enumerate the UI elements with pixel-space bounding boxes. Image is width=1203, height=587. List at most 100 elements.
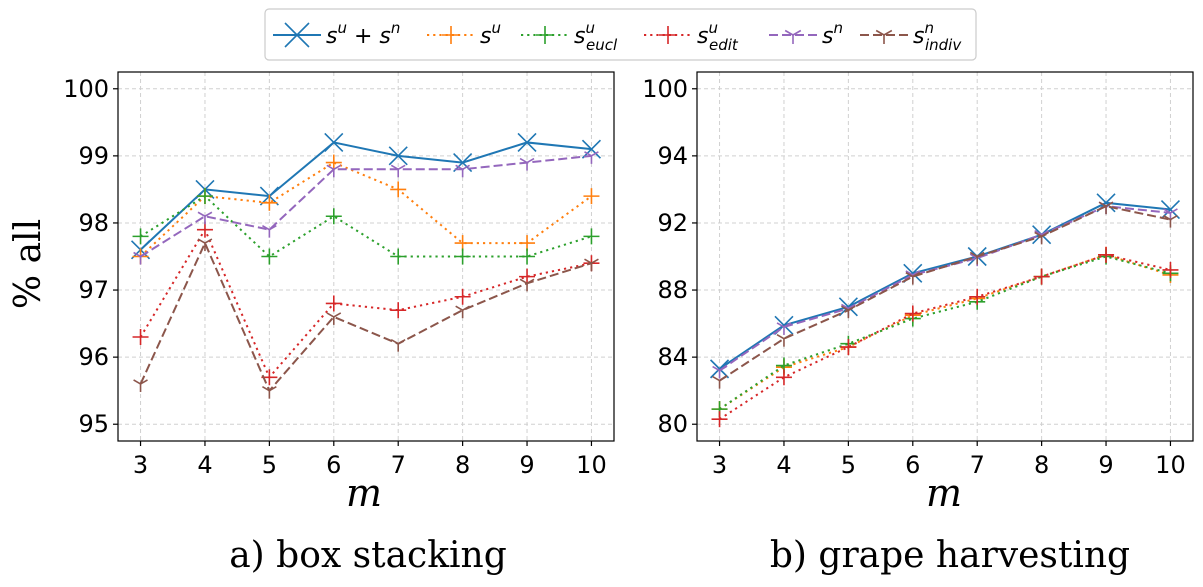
- data-point: [132, 329, 149, 346]
- data-point: [133, 379, 148, 392]
- y-tick-label: 96: [78, 343, 109, 371]
- panel-box-stacking: 3 4 5 6 7 8 9 10 95 96 97 98 99 100: [63, 71, 615, 479]
- series-line-sn_indiv: [719, 205, 1171, 382]
- data-point: [519, 248, 536, 265]
- x-tick-label: 3: [712, 451, 727, 479]
- legend-label-base: s: [480, 24, 491, 49]
- data-point: [390, 164, 406, 178]
- legend-label-base: s: [697, 24, 708, 49]
- data-point: [133, 251, 148, 265]
- y-tick-label: 95: [78, 410, 109, 438]
- data-point: [197, 238, 213, 252]
- legend-item-su_sn: su + sn: [273, 19, 400, 49]
- legend-marker: [784, 29, 802, 44]
- data-point: [776, 333, 792, 347]
- data-point: [388, 146, 408, 166]
- legend-marker: [659, 26, 677, 44]
- grid: [118, 72, 614, 441]
- legend-item-sn_indiv: sn indiv: [860, 19, 962, 54]
- series-line-sn: [718, 205, 1171, 372]
- legend: su + sn su su eucl su edit sn sn indiv: [264, 8, 977, 61]
- data-point: [324, 132, 344, 153]
- legend-marker: [284, 22, 310, 48]
- series-sn: [133, 151, 599, 265]
- legend-label: su edit: [697, 19, 739, 54]
- data-point: [583, 228, 600, 245]
- series-line-su_eucl: [140, 194, 592, 258]
- data-point: [519, 278, 535, 292]
- y-tick-label: 100: [642, 75, 688, 103]
- x-tick-label: 6: [326, 451, 341, 479]
- legend-marker: [442, 26, 460, 44]
- data-point: [841, 305, 856, 319]
- data-point: [454, 248, 471, 265]
- legend-item-su: su: [427, 19, 501, 49]
- data-point: [454, 235, 471, 252]
- series-sn_indiv: [133, 238, 599, 399]
- series-line-su_edit: [719, 253, 1171, 421]
- y-tick-label: 100: [63, 75, 109, 103]
- legend-marker: [875, 29, 893, 44]
- data-point: [517, 132, 537, 153]
- data-point: [776, 322, 792, 335]
- data-point: [1034, 231, 1049, 245]
- data-point: [455, 305, 470, 319]
- legend-label-sup: u: [585, 19, 595, 37]
- grid: [697, 72, 1193, 441]
- legend-label-base: s: [822, 24, 833, 49]
- legend-marker: [536, 26, 554, 44]
- data-point: [969, 251, 985, 265]
- data-point: [326, 164, 342, 178]
- data-point: [325, 208, 342, 225]
- legend-label-sub: edit: [709, 36, 739, 54]
- y-axis-label: % all: [8, 219, 49, 309]
- series-su_edit: [711, 246, 1179, 428]
- data-point: [196, 188, 213, 205]
- series-line-su_eucl: [718, 255, 1171, 410]
- x-tick-label: 9: [519, 451, 534, 479]
- data-point: [904, 305, 921, 322]
- legend-label-sub: indiv: [925, 36, 962, 54]
- x-tick-label: 4: [197, 451, 212, 479]
- plot-frame: [696, 71, 1194, 442]
- y-tick-label: 94: [657, 142, 688, 170]
- data-point: [969, 288, 986, 305]
- x-tick-label: 9: [1098, 451, 1113, 479]
- data-point: [390, 302, 407, 319]
- data-point: [1163, 214, 1178, 228]
- caption-grape-harvesting: b) grape harvesting: [770, 535, 1130, 576]
- legend-label-base: s: [574, 24, 585, 49]
- series-line-sn_indiv: [139, 240, 592, 393]
- x-axis-label-b: m: [926, 471, 962, 515]
- legend-label-base: s: [913, 24, 924, 49]
- legend-label-sub: eucl: [586, 36, 618, 54]
- data-point: [454, 288, 471, 305]
- x-tick-label: 10: [1155, 451, 1186, 479]
- data-point: [325, 295, 342, 312]
- x-axis-label-a: m: [346, 471, 382, 515]
- data-point: [838, 297, 858, 317]
- x-tick-label: 8: [1034, 451, 1049, 479]
- legend-item-su_edit: su edit: [644, 19, 739, 54]
- series-su: [711, 246, 1179, 418]
- plot-frame: [117, 71, 615, 442]
- data-point: [261, 194, 278, 211]
- legend-label-rest-sup: n: [391, 19, 401, 37]
- data-point: [390, 339, 406, 352]
- data-point: [196, 221, 213, 238]
- x-tick-label: 4: [776, 451, 791, 479]
- data-point: [1033, 268, 1050, 285]
- legend-label: sn: [822, 19, 843, 49]
- x-tick-label: 8: [455, 451, 470, 479]
- y-tick-label: 97: [78, 276, 109, 304]
- data-point: [712, 375, 727, 389]
- legend-label: su: [480, 19, 501, 49]
- data-point: [1098, 246, 1115, 263]
- data-point: [584, 151, 599, 164]
- data-point: [583, 188, 600, 205]
- x-tick-label: 10: [576, 451, 607, 479]
- data-point: [325, 154, 342, 171]
- y-tick-label: 80: [657, 410, 688, 438]
- x-tick-label: 6: [905, 451, 920, 479]
- legend-label-rest: + s: [347, 24, 391, 49]
